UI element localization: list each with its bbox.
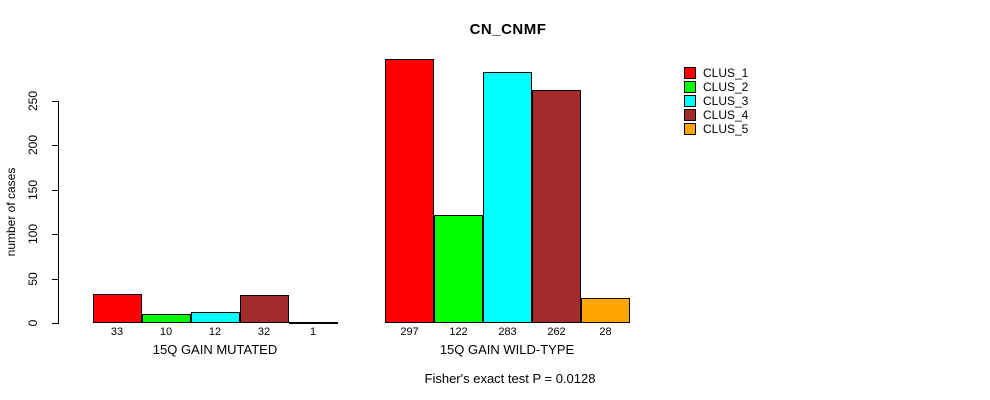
y-tick [52, 323, 59, 324]
bar-value-label: 1 [309, 326, 317, 338]
bar-clus-1-wild-type [385, 59, 434, 323]
y-axis-label: number of cases [4, 167, 18, 257]
bar-value-label: 122 [449, 326, 468, 338]
bar-value-label: 262 [547, 326, 566, 338]
legend: CLUS_1 CLUS_2 CLUS_3 CLUS_4 CLUS_5 [684, 66, 748, 136]
fisher-test-annotation: Fisher's exact test P = 0.0128 [424, 371, 596, 386]
y-axis-line [58, 101, 59, 324]
y-tick-label: 50 [26, 271, 40, 286]
bar-clus-3-mutated [190, 312, 240, 323]
y-tick-label: 150 [26, 179, 40, 200]
legend-label: CLUS_3 [703, 94, 749, 108]
legend-label: CLUS_4 [703, 108, 749, 122]
bar-clus-2-mutated [141, 314, 191, 323]
bar-clus-1-mutated [92, 293, 142, 323]
bar-value-label: 283 [498, 326, 517, 338]
bar-value-label: 297 [400, 326, 419, 338]
legend-swatch [684, 109, 696, 121]
legend-swatch [684, 67, 696, 79]
bar-clus-5-wild-type [581, 298, 630, 323]
chart-title: CN_CNMF [469, 21, 547, 38]
legend-item-clus-2: CLUS_2 [684, 80, 748, 94]
x-group-label-mutated: 15Q GAIN MUTATED [152, 342, 278, 357]
legend-label: CLUS_2 [703, 80, 749, 94]
bar-clus-4-mutated [239, 294, 289, 323]
bar-value-label: 33 [110, 326, 124, 338]
legend-label: CLUS_5 [703, 122, 749, 136]
legend-item-clus-4: CLUS_4 [684, 108, 748, 122]
bar-clus-2-wild-type [434, 214, 483, 323]
y-tick-label: 0 [26, 319, 40, 327]
y-tick [52, 190, 59, 191]
bar-clus-4-wild-type [532, 90, 581, 323]
bar-value-label: 32 [257, 326, 271, 338]
legend-item-clus-5: CLUS_5 [684, 122, 748, 136]
legend-label: CLUS_1 [703, 66, 749, 80]
bar-clus-5-mutated [288, 322, 338, 324]
legend-swatch [684, 81, 696, 93]
y-tick-label: 250 [26, 90, 40, 112]
y-tick-label: 200 [26, 135, 40, 156]
legend-item-clus-3: CLUS_3 [684, 94, 748, 108]
x-group-label-wild-type: 15Q GAIN WILD-TYPE [439, 342, 575, 357]
y-tick [52, 101, 59, 102]
bar-clus-3-wild-type [483, 71, 532, 323]
y-tick [52, 234, 59, 235]
bar-value-label: 12 [208, 326, 222, 338]
y-tick [52, 145, 59, 146]
legend-item-clus-1: CLUS_1 [684, 66, 748, 80]
bar-value-label: 28 [599, 326, 612, 338]
legend-swatch [684, 123, 696, 135]
legend-swatch [684, 95, 696, 107]
bar-value-label: 10 [159, 326, 173, 338]
y-tick-label: 100 [26, 224, 40, 245]
y-tick [52, 279, 59, 280]
